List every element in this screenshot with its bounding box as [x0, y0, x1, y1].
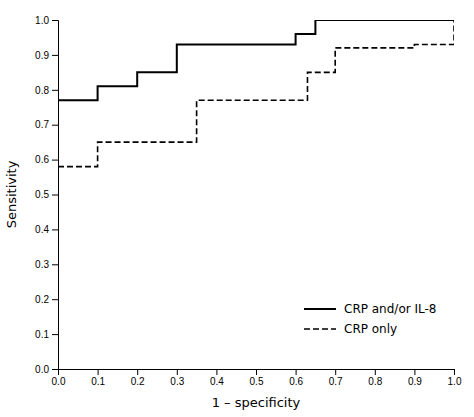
tick: 0.7 [329, 369, 343, 387]
legend-swatch [304, 308, 336, 310]
tick: 0.2 [131, 369, 145, 387]
series-line [58, 20, 454, 100]
legend-label: CRP and/or IL-8 [344, 302, 436, 316]
legend: CRP and/or IL-8 CRP only [304, 302, 436, 336]
tick-label: 0.9 [35, 50, 49, 61]
tick: 1.0 [448, 369, 462, 387]
tick-label: 0.4 [35, 224, 49, 235]
tick-mark [177, 369, 178, 375]
tick-mark [256, 369, 257, 375]
chart: 0.00.10.20.30.40.50.60.70.80.91.00.00.10… [0, 0, 474, 417]
series-line [58, 20, 454, 167]
tick-label: 0.5 [35, 189, 49, 200]
tick: 0.5 [35, 189, 58, 200]
tick-label: 0.2 [35, 294, 49, 305]
tick: 0.1 [35, 329, 58, 340]
tick-label: 0.0 [52, 376, 66, 387]
tick-label: 0.8 [368, 376, 382, 387]
tick-label: 0.1 [35, 329, 49, 340]
tick-label: 0.7 [35, 119, 49, 130]
tick: 0.7 [35, 119, 58, 130]
y-axis: 0.0 0.1 0.2 0.3 0.4 0.5 0.6 0.7 0.8 0.9 1.0 [35, 15, 58, 375]
tick-label: 0.3 [35, 259, 49, 270]
tick-label: 0.6 [289, 376, 303, 387]
tick-label: 0.5 [250, 376, 264, 387]
tick: 0.9 [35, 50, 58, 61]
tick: 0.8 [35, 85, 58, 96]
legend-swatch [304, 328, 336, 330]
tick-label: 0.7 [329, 376, 343, 387]
tick: 0.9 [408, 369, 422, 387]
tick-label: 1.0 [35, 15, 49, 26]
tick-mark [52, 195, 58, 196]
tick-mark [375, 369, 376, 375]
tick-mark [296, 369, 297, 375]
tick-mark [137, 369, 138, 375]
tick-mark [335, 369, 336, 375]
tick-label: 0.1 [91, 376, 105, 387]
axis-line [59, 370, 455, 376]
tick: 0.3 [170, 369, 184, 387]
tick-mark [52, 160, 58, 161]
tick: 0.5 [250, 369, 264, 387]
tick-mark [454, 369, 455, 375]
tick: 0.0 [35, 364, 58, 375]
tick: 0.4 [35, 224, 58, 235]
series-group [58, 20, 454, 167]
tick-mark [52, 334, 58, 335]
plot-area: 0.00.10.20.30.40.50.60.70.80.91.00.00.10… [35, 15, 462, 387]
tick-label: 0.2 [131, 376, 145, 387]
tick-mark [52, 299, 58, 300]
legend-item: CRP and/or IL-8 [304, 302, 436, 316]
tick-label: 0.3 [170, 376, 184, 387]
tick-mark [52, 125, 58, 126]
tick-mark [52, 264, 58, 265]
legend-item: CRP only [304, 322, 397, 336]
tick-mark [52, 20, 58, 21]
tick: 0.2 [35, 294, 58, 305]
tick: 1.0 [35, 15, 58, 26]
tick-mark [216, 369, 217, 375]
x-axis-title: 1 – specificity [212, 395, 301, 410]
tick-label: 0.9 [408, 376, 422, 387]
axis-line [52, 21, 59, 370]
tick: 0.3 [35, 259, 58, 270]
x-axis: 0.0 0.1 0.2 0.3 0.4 0.5 0.6 0.7 0.8 0.9 1.0 [52, 369, 462, 387]
tick-label: 0.8 [35, 85, 49, 96]
tick-mark [52, 229, 58, 230]
tick-label: 0.4 [210, 376, 224, 387]
tick: 0.4 [210, 369, 224, 387]
tick-label: 0.6 [35, 154, 49, 165]
tick: 0.6 [289, 369, 303, 387]
tick: 0.0 [52, 369, 66, 387]
tick: 0.8 [368, 369, 382, 387]
tick-mark [414, 369, 415, 375]
tick-mark [52, 369, 58, 370]
tick-mark [52, 55, 58, 56]
tick-label: 0.0 [35, 364, 49, 375]
legend-label: CRP only [344, 322, 397, 336]
y-axis-title: Sensitivity [4, 160, 19, 228]
tick: 0.6 [35, 154, 58, 165]
tick-label: 1.0 [448, 376, 462, 387]
tick: 0.1 [91, 369, 105, 387]
tick-mark [98, 369, 99, 375]
tick-mark [52, 90, 58, 91]
